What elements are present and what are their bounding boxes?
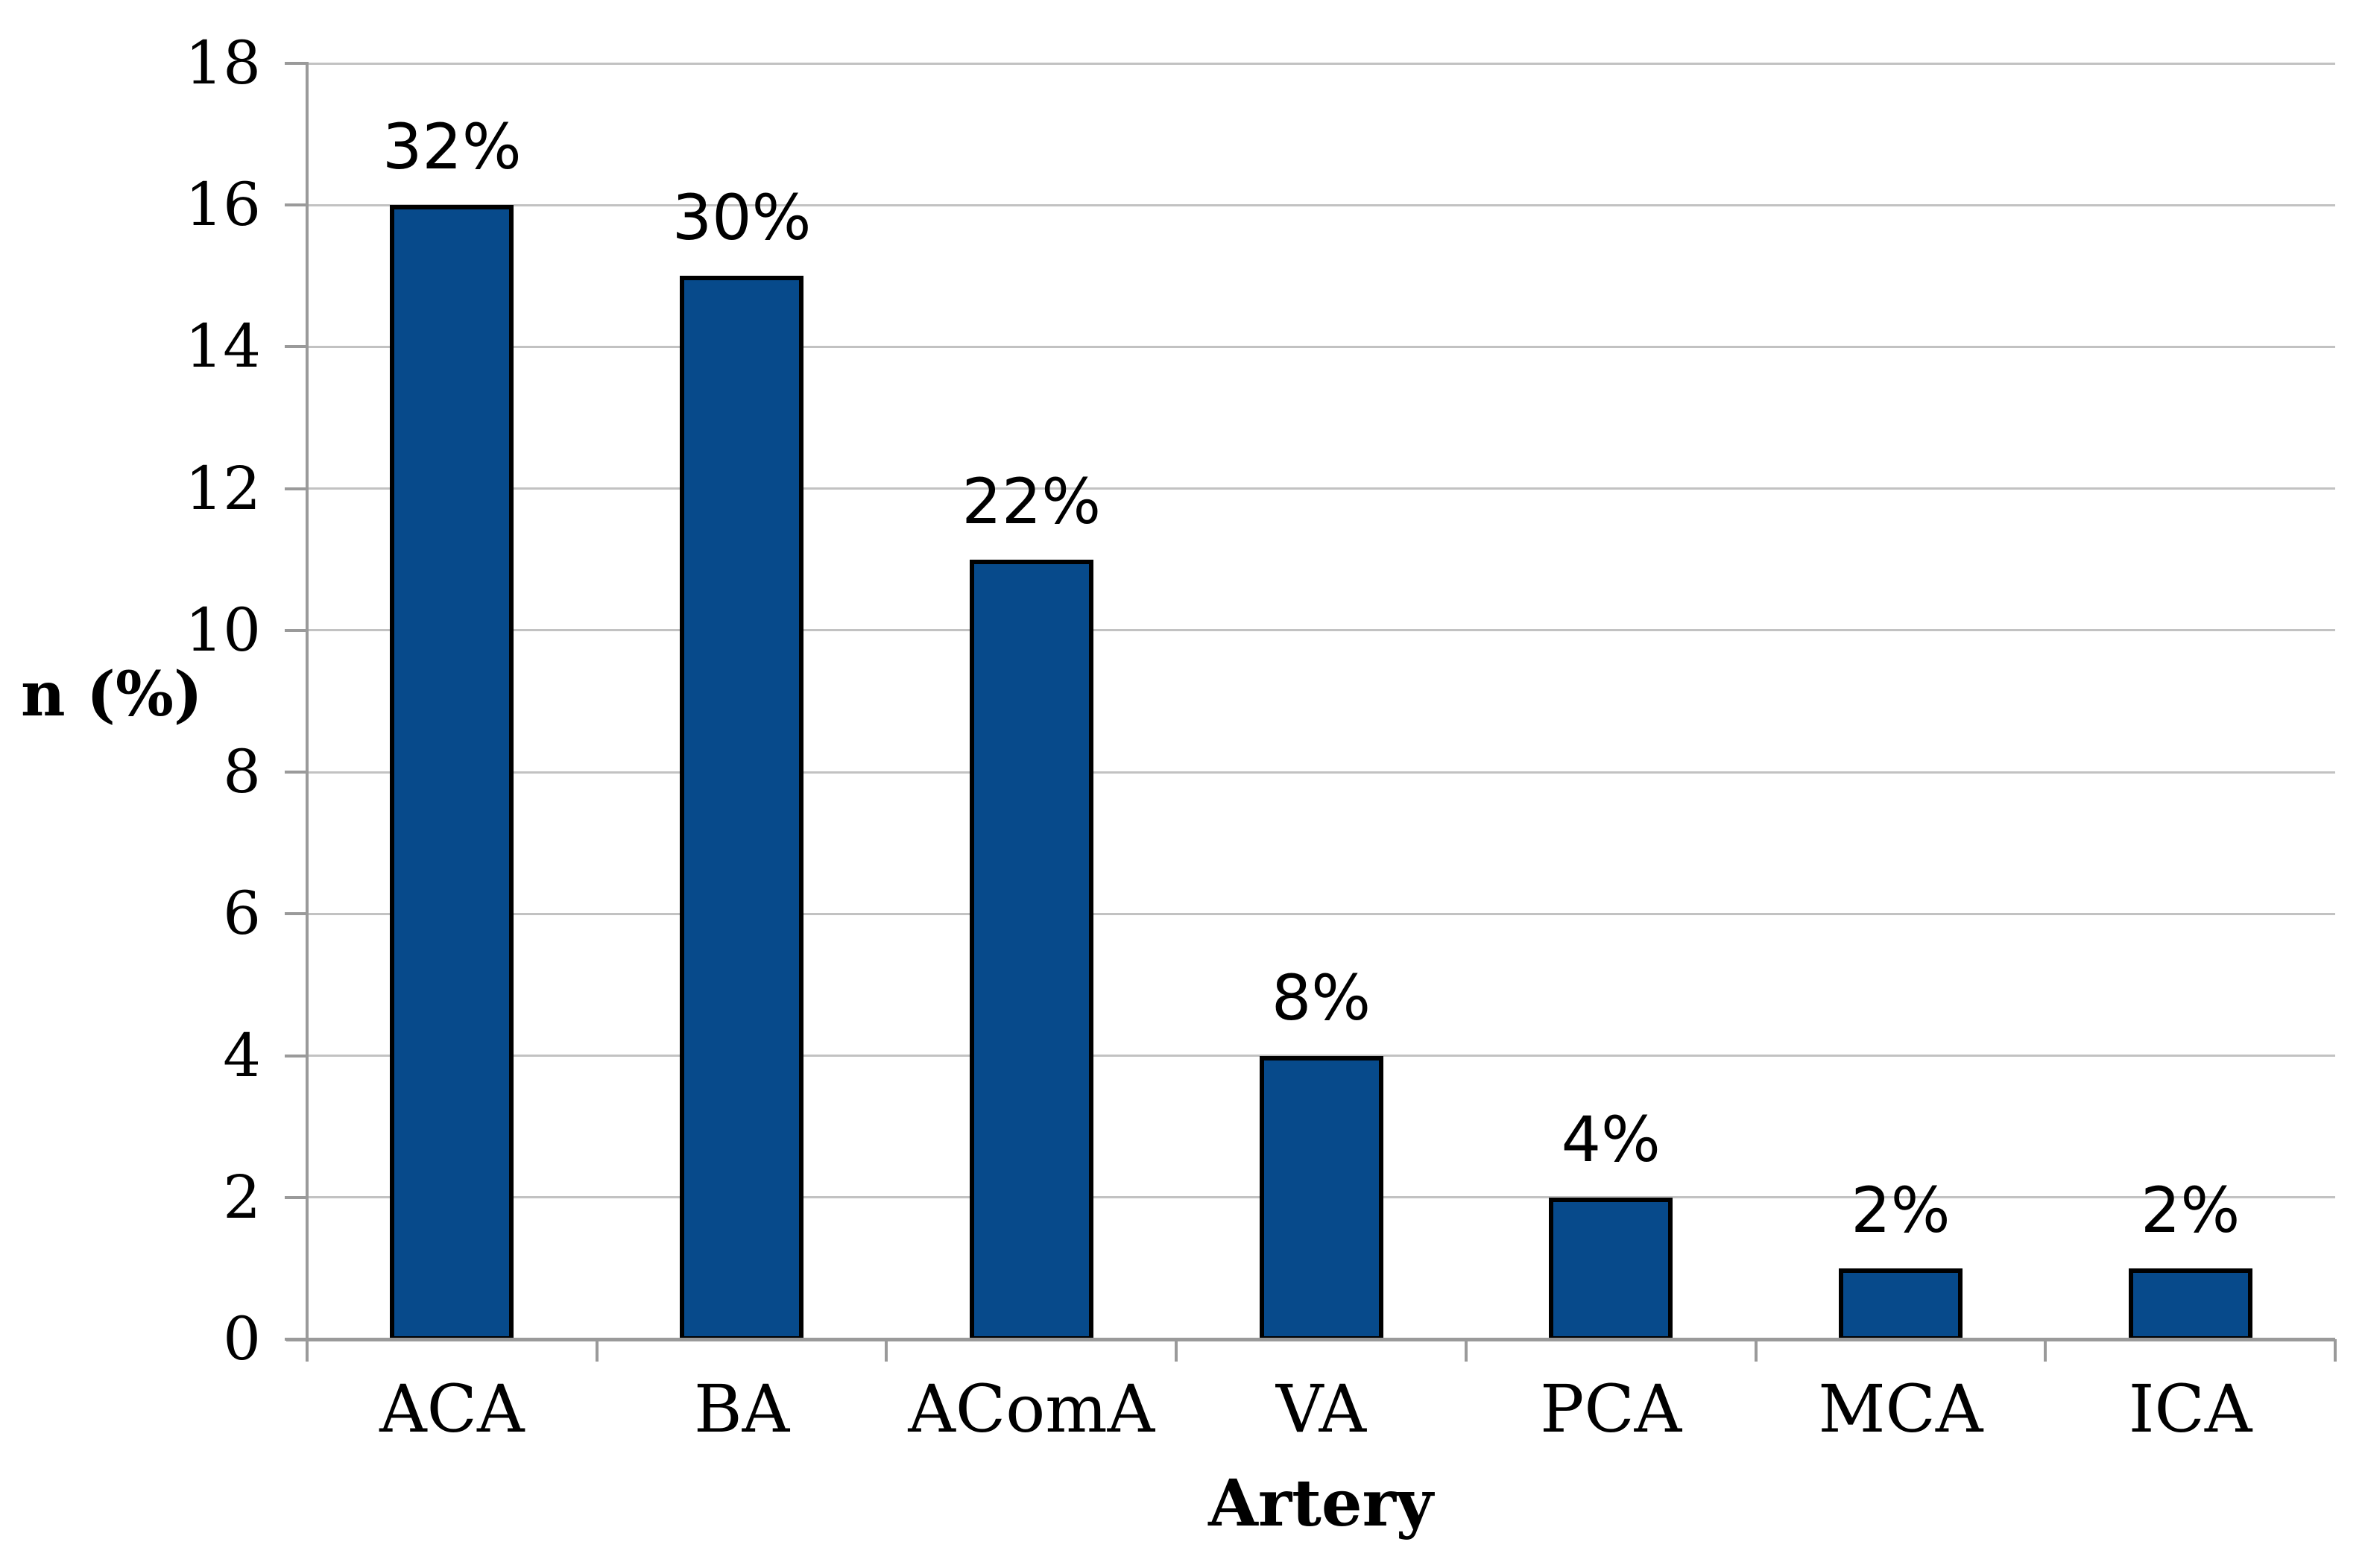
y-tick-label-0: 0 [223,1304,261,1373]
y-tick-label-10: 10 [185,595,261,665]
y-axis-line [306,62,309,1360]
x-tick-5 [1754,1339,1758,1362]
gridline-8 [307,771,2335,774]
y-tick-18 [285,62,307,65]
y-tick-label-12: 12 [185,453,261,523]
bar-value-label-PCA: 4% [1561,1102,1661,1176]
y-tick-label-16: 16 [185,170,261,240]
x-tick-2 [885,1339,888,1362]
y-tick-label-14: 14 [185,312,261,382]
bar-PCA [1549,1197,1673,1341]
gridline-18 [307,62,2335,65]
x-axis-title: Artery [1208,1466,1433,1541]
x-tick-1 [595,1339,599,1362]
y-tick-8 [285,771,307,774]
bar-value-label-BA: 30% [672,181,812,255]
gridline-6 [307,912,2335,915]
bar-MCA [1838,1268,1963,1341]
bar-value-label-ICA: 2% [2141,1173,2241,1247]
x-category-label-BA: BA [693,1371,790,1447]
bar-ICA [2128,1268,2252,1341]
x-category-label-MCA: MCA [1818,1371,1983,1447]
x-category-label-AComA: AComA [908,1371,1155,1447]
x-tick-4 [1464,1339,1468,1362]
y-tick-label-4: 4 [223,1020,261,1090]
gridline-10 [307,629,2335,632]
x-tick-3 [1175,1339,1178,1362]
y-tick-14 [285,345,307,349]
y-tick-12 [285,487,307,490]
gridline-12 [307,487,2335,490]
y-tick-label-8: 8 [223,737,261,807]
gridline-16 [307,203,2335,206]
y-tick-6 [285,912,307,916]
bar-value-label-AComA: 22% [962,464,1102,538]
x-tick-0 [306,1339,309,1362]
y-tick-2 [285,1195,307,1199]
y-tick-label-6: 6 [223,879,261,949]
x-category-label-ACA: ACA [379,1371,525,1447]
y-tick-16 [285,203,307,207]
x-category-label-PCA: PCA [1540,1371,1682,1447]
x-tick-6 [2044,1339,2047,1362]
bar-value-label-MCA: 2% [1851,1173,1951,1247]
x-category-label-ICA: ICA [2128,1371,2252,1447]
y-tick-4 [285,1054,307,1058]
gridline-14 [307,345,2335,348]
x-axis-line [286,1338,2335,1341]
y-tick-label-18: 18 [185,28,261,98]
bar-value-label-VA: 8% [1271,961,1371,1034]
bar-value-label-ACA: 32% [382,110,522,184]
bar-AComA [969,559,1093,1341]
y-tick-label-2: 2 [223,1162,261,1232]
y-tick-10 [285,628,307,632]
x-tick-7 [2334,1339,2337,1362]
bar-ACA [390,205,514,1341]
bar-BA [680,276,804,1341]
bar-VA [1259,1055,1383,1341]
y-axis-title: n (%) [21,659,203,730]
x-category-label-VA: VA [1275,1371,1367,1447]
